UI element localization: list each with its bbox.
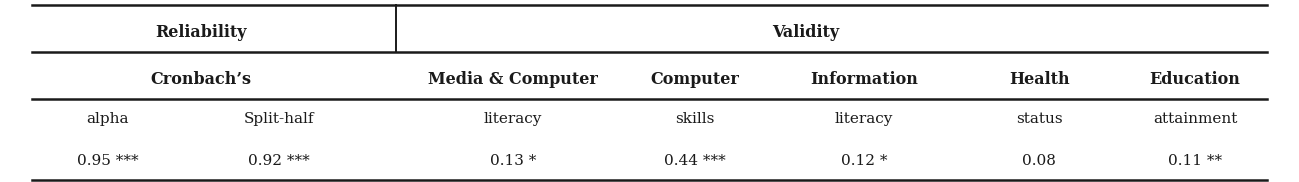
Text: 0.11 **: 0.11 **	[1168, 154, 1222, 168]
Text: 0.13 *: 0.13 *	[490, 154, 536, 168]
Text: Health: Health	[1009, 71, 1069, 88]
Text: 0.08: 0.08	[1022, 154, 1056, 168]
Text: Validity: Validity	[772, 24, 839, 41]
Text: status: status	[1016, 112, 1063, 126]
Text: literacy: literacy	[835, 112, 892, 126]
Text: Media & Computer: Media & Computer	[429, 71, 598, 88]
Text: 0.92 ***: 0.92 ***	[248, 154, 310, 168]
Text: Cronbach’s: Cronbach’s	[151, 71, 252, 88]
Text: attainment: attainment	[1154, 112, 1237, 126]
Text: skills: skills	[675, 112, 714, 126]
Text: 0.44 ***: 0.44 ***	[664, 154, 726, 168]
Text: literacy: literacy	[485, 112, 542, 126]
Text: Computer: Computer	[651, 71, 739, 88]
Text: 0.95 ***: 0.95 ***	[77, 154, 139, 168]
Text: 0.12 *: 0.12 *	[840, 154, 887, 168]
Text: Split-half: Split-half	[244, 112, 314, 126]
Text: Information: Information	[809, 71, 918, 88]
Text: Reliability: Reliability	[156, 24, 247, 41]
Text: Education: Education	[1150, 71, 1241, 88]
Text: alpha: alpha	[87, 112, 129, 126]
